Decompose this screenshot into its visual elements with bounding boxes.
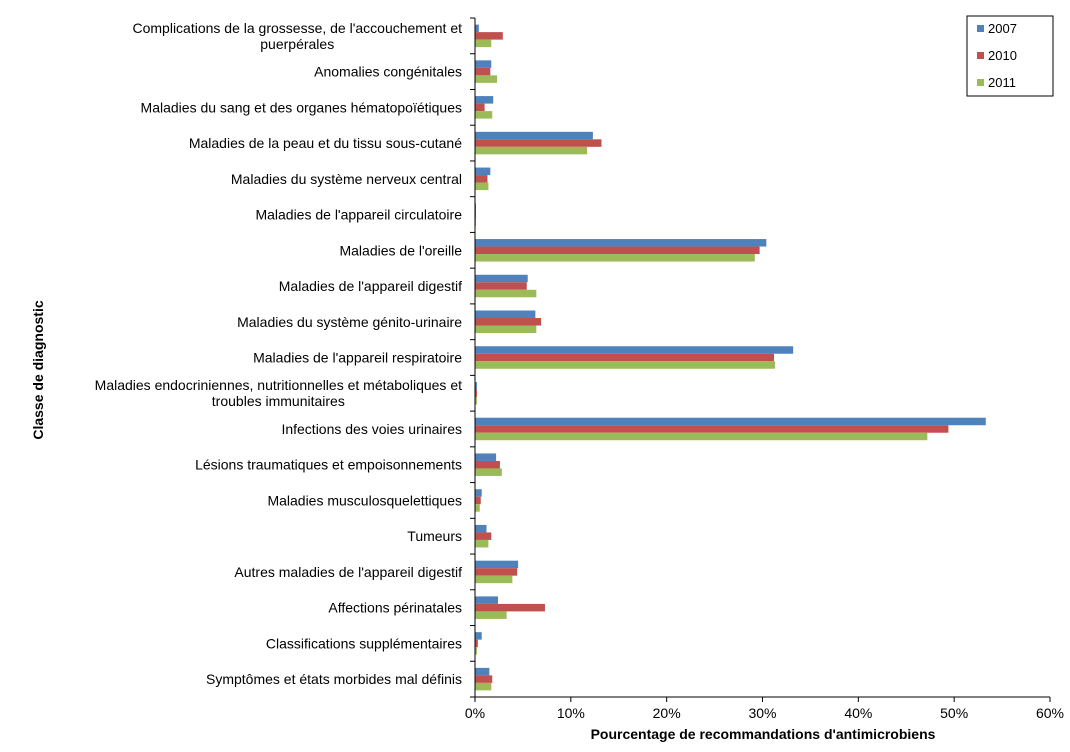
category-label-11: Infections des voies urinaires (281, 421, 462, 437)
x-tick-label-5: 50% (940, 705, 968, 721)
x-tick-label-1: 10% (557, 705, 585, 721)
legend-swatch-2010 (977, 52, 984, 59)
bar-2011-2 (475, 111, 493, 119)
bar-2007-4 (475, 167, 491, 176)
axes (470, 17, 1051, 702)
bar-2011-4 (475, 182, 489, 191)
bar-2010-1 (475, 67, 491, 76)
bar-2010-18 (475, 675, 493, 683)
bar-2010-12 (475, 460, 500, 469)
category-label-17: Classifications supplémentaires (266, 635, 462, 651)
category-label-12: Lésions traumatiques et empoisonnements (195, 457, 462, 473)
bar-2007-12 (475, 453, 497, 461)
bars (475, 24, 986, 691)
legend-swatch-2007 (977, 25, 984, 32)
bar-2011-15 (475, 575, 513, 584)
category-label-10: Maladies endocriniennes, nutritionnelles… (95, 377, 462, 409)
bar-2011-7 (475, 289, 537, 298)
category-label-16: Affections périnatales (328, 600, 462, 616)
category-label-8: Maladies du système génito-urinaire (237, 314, 462, 330)
x-tick-label-4: 40% (844, 705, 872, 721)
bar-2011-17 (475, 647, 477, 655)
bar-2011-6 (475, 254, 755, 262)
legend-label-2011: 2011 (988, 75, 1016, 90)
bar-2011-8 (475, 325, 537, 334)
bar-2010-4 (475, 175, 488, 183)
category-label-14: Tumeurs (407, 528, 462, 544)
legend: 2007 2010 2011 (966, 15, 1054, 97)
bar-2007-17 (475, 632, 482, 640)
legend-label-2007: 2007 (988, 21, 1017, 36)
bar-2010-8 (475, 318, 542, 326)
category-label-6: Maladies de l'oreille (339, 242, 462, 258)
legend-swatch-2011 (977, 79, 984, 86)
bar-2011-1 (475, 75, 498, 83)
bar-2011-10 (475, 396, 477, 405)
bar-2010-6 (475, 246, 760, 255)
bar-2007-11 (475, 417, 986, 426)
bar-2011-9 (475, 361, 775, 369)
x-axis-title: Pourcentage de recommandations d'antimic… (591, 726, 936, 742)
category-label-5: Maladies de l'appareil circulatoire (255, 207, 462, 223)
bar-2007-6 (475, 239, 767, 247)
bar-2010-0 (475, 32, 503, 40)
bar-2007-1 (475, 60, 492, 68)
category-label-3: Maladies de la peau et du tissu sous-cut… (189, 135, 462, 151)
bar-2007-10 (475, 381, 477, 390)
bar-2011-16 (475, 611, 507, 619)
bar-2007-13 (475, 489, 482, 497)
bar-2010-17 (475, 639, 478, 648)
bar-2010-7 (475, 282, 527, 290)
bar-2010-15 (475, 568, 518, 576)
category-label-4: Maladies du système nerveux central (231, 171, 462, 187)
bar-2007-16 (475, 596, 498, 604)
bar-2007-14 (475, 524, 487, 533)
y-axis-title: Classe de diagnostic (30, 300, 46, 439)
bar-2007-18 (475, 667, 490, 676)
bar-2007-2 (475, 96, 494, 104)
bar-2010-16 (475, 603, 545, 612)
bar-2011-12 (475, 468, 502, 476)
x-tick-label-6: 60% (1036, 705, 1064, 721)
category-label-13: Maladies musculosquelettiques (267, 492, 462, 508)
bar-2011-11 (475, 432, 928, 441)
tick-labels: 0% 10% 20% 30% 40% 50% 60% (465, 705, 1064, 721)
bar-2007-8 (475, 310, 536, 319)
category-label-15: Autres maladies de l'appareil digestif (234, 564, 462, 580)
bar-2011-0 (475, 39, 492, 48)
bar-2010-10 (475, 389, 477, 397)
bar-2010-11 (475, 425, 949, 433)
category-label-1: Anomalies congénitales (314, 64, 462, 80)
bar-2011-13 (475, 504, 480, 512)
category-labels: Complications de la grossesse, de l'acco… (95, 20, 463, 687)
bar-2010-2 (475, 103, 485, 112)
bar-2011-14 (475, 539, 489, 548)
bar-2007-7 (475, 274, 528, 283)
x-tick-label-0: 0% (465, 705, 485, 721)
bar-2011-18 (475, 682, 492, 691)
bar-2007-15 (475, 560, 519, 569)
category-label-0: Complications de la grossesse, de l'acco… (132, 20, 462, 52)
bar-2007-0 (475, 24, 479, 33)
bar-2011-3 (475, 146, 588, 155)
bar-2010-13 (475, 496, 481, 505)
category-label-2: Maladies du sang et des organes hématopo… (141, 99, 462, 115)
bar-2010-14 (475, 532, 492, 540)
legend-label-2010: 2010 (988, 48, 1017, 63)
bar-2007-3 (475, 131, 593, 140)
bar-2010-9 (475, 353, 774, 362)
bar-2007-9 (475, 346, 794, 354)
category-label-18: Symptômes et états morbides mal définis (206, 671, 462, 687)
category-label-7: Maladies de l'appareil digestif (279, 278, 462, 294)
x-tick-label-2: 20% (653, 705, 681, 721)
category-label-9: Maladies de l'appareil respiratoire (253, 350, 462, 366)
x-tick-label-3: 30% (748, 705, 776, 721)
bar-2010-3 (475, 139, 602, 147)
